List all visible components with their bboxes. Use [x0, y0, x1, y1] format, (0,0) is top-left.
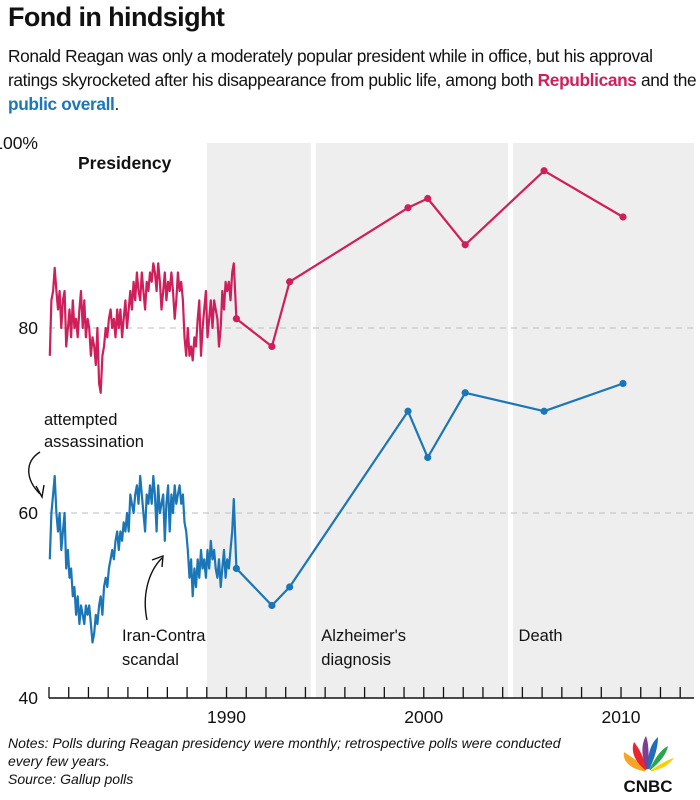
annotation-label: scandal	[122, 651, 179, 669]
subtitle-public-label: public overall	[8, 94, 115, 114]
data-point	[232, 315, 240, 323]
cnbc-peacock-logo: CNBC	[623, 736, 674, 796]
data-point	[619, 213, 627, 221]
subtitle-republicans-label: Republicans	[537, 70, 637, 90]
data-point	[619, 379, 627, 388]
subtitle-text-end: .	[114, 94, 120, 114]
data-point	[540, 407, 548, 415]
data-point	[268, 342, 276, 351]
source-text: Source: Gallup polls	[8, 771, 134, 787]
data-point	[404, 407, 412, 415]
annotation-arrow	[28, 451, 41, 495]
data-point	[286, 278, 294, 286]
notes-text: Notes: Polls during Reagan presidency we…	[8, 735, 561, 769]
y-tick-label: 60	[19, 503, 39, 523]
x-tick-label: 1990	[207, 707, 246, 727]
y-tick-label: 40	[19, 688, 39, 708]
y-tick-label: 80	[19, 318, 39, 338]
y-tick-label: 100%	[0, 133, 38, 153]
data-point	[232, 564, 240, 573]
annotation-label: attempted	[44, 411, 117, 429]
chart-notes: Notes: Polls during Reagan presidency we…	[8, 734, 598, 788]
data-point	[424, 194, 432, 203]
chart-subtitle: Ronald Reagan was only a moderately popu…	[8, 44, 698, 116]
chart-title: Fond in hindsight	[8, 2, 225, 32]
series-line-public	[48, 382, 624, 644]
x-tick-label: 2010	[602, 707, 641, 727]
data-point	[286, 583, 294, 591]
data-point	[424, 453, 432, 462]
data-point	[461, 389, 469, 397]
data-point	[404, 204, 412, 212]
event-label: Death	[519, 627, 563, 645]
event-label: Alzheimer's	[321, 627, 406, 645]
subtitle-text: Ronald Reagan was only a moderately popu…	[8, 46, 653, 90]
subtitle-text-mid: and the	[636, 70, 697, 90]
annotation-arrowhead	[151, 554, 164, 568]
data-point	[268, 601, 276, 610]
presidency-label: Presidency	[78, 153, 172, 173]
x-tick-label: 2000	[404, 707, 443, 727]
series-line-republicans	[48, 169, 624, 394]
annotation-arrowhead	[35, 484, 45, 500]
event-label: diagnosis	[321, 651, 391, 669]
peacock-icon	[623, 736, 674, 775]
annotation-arrow	[144, 557, 163, 621]
logo-wordmark: CNBC	[623, 777, 672, 796]
data-point	[461, 241, 469, 249]
annotation-label: Iran-Contra	[122, 627, 206, 645]
data-point	[540, 167, 548, 175]
annotation-label: assassination	[44, 433, 144, 451]
